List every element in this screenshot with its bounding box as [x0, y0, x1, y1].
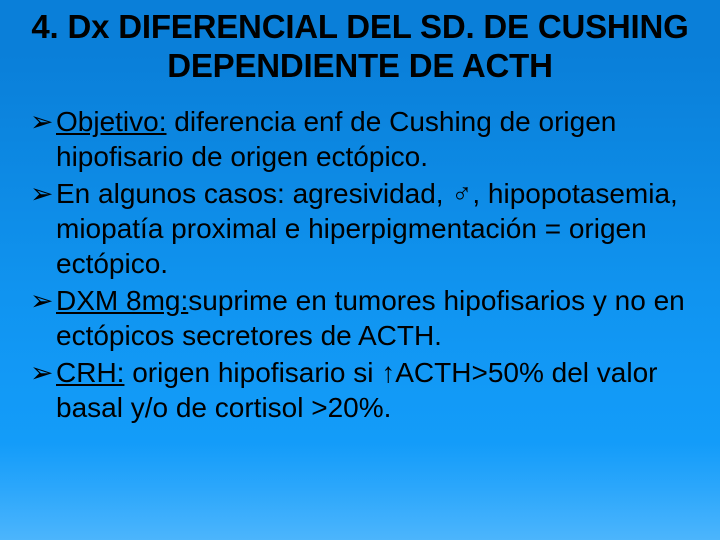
item-lead: Objetivo:: [56, 106, 167, 137]
slide-title: 4. Dx DIFERENCIAL DEL SD. DE CUSHING DEP…: [30, 8, 690, 86]
bullet-icon: ➢: [30, 104, 53, 139]
item-lead: CRH:: [56, 357, 124, 388]
bullet-icon: ➢: [30, 355, 53, 390]
item-text: En algunos casos: agresividad, ♂, hipopo…: [56, 178, 678, 279]
slide-body: ➢ Objetivo: diferencia enf de Cushing de…: [30, 104, 690, 425]
bullet-icon: ➢: [30, 283, 53, 318]
list-item: ➢ CRH: origen hipofisario si ↑ACTH>50% d…: [30, 355, 690, 425]
list-item: ➢ En algunos casos: agresividad, ♂, hipo…: [30, 176, 690, 281]
item-text: origen hipofisario si ↑ACTH>50% del valo…: [56, 357, 657, 423]
list-item: ➢ DXM 8mg:suprime en tumores hipofisario…: [30, 283, 690, 353]
item-lead: DXM 8mg:: [56, 285, 188, 316]
slide: 4. Dx DIFERENCIAL DEL SD. DE CUSHING DEP…: [0, 0, 720, 540]
bullet-icon: ➢: [30, 176, 53, 211]
list-item: ➢ Objetivo: diferencia enf de Cushing de…: [30, 104, 690, 174]
